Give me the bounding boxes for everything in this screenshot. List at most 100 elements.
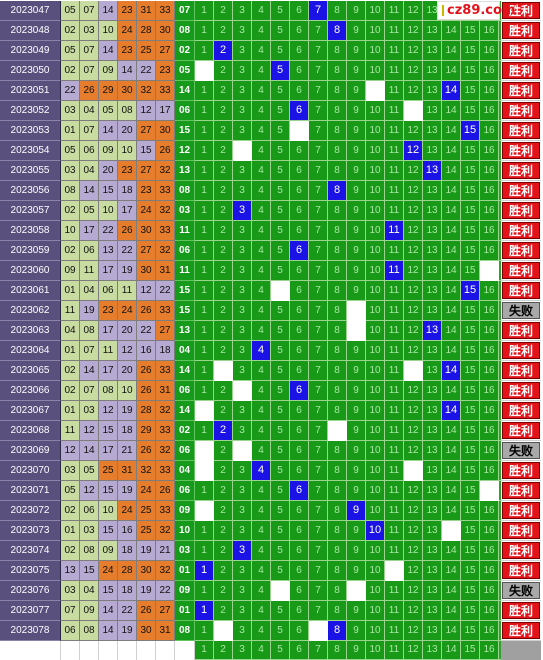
hit-number-cell[interactable]: 6 [290,241,309,261]
result-lose-badge[interactable]: 失败 [501,441,541,461]
hit-number-cell[interactable]: 2 [214,421,233,441]
hit-number-cell[interactable]: 5 [271,61,290,81]
issue-number[interactable]: 2023049 [0,41,61,61]
result-win-badge[interactable]: 胜利 [501,181,541,201]
result-win-badge[interactable]: 胜利 [501,361,541,381]
hit-number-cell[interactable]: 13 [423,161,442,181]
issue-number[interactable]: 2023076 [0,581,61,601]
hit-number-cell[interactable]: 11 [385,221,404,241]
issue-number[interactable]: 2023054 [0,141,61,161]
issue-number[interactable]: 2023067 [0,401,61,421]
site-logo[interactable]: cz89.com [437,1,516,20]
issue-number[interactable]: 2023064 [0,341,61,361]
hit-number-cell[interactable]: 1 [195,601,214,621]
number-cell: 16 [480,121,499,141]
result-win-badge[interactable]: 胜利 [501,161,541,181]
hit-number-cell[interactable]: 8 [328,181,347,201]
hit-number-cell[interactable]: 2 [214,41,233,61]
result-win-badge[interactable]: 胜利 [501,141,541,161]
result-win-badge[interactable]: 胜利 [501,501,541,521]
issue-number[interactable]: 2023048 [0,21,61,41]
result-win-badge[interactable]: 胜利 [501,201,541,221]
result-lose-badge[interactable]: 失败 [501,581,541,601]
issue-number[interactable]: 2023077 [0,601,61,621]
number-cell: 11 [385,41,404,61]
number-cell: 3 [233,421,252,441]
issue-number[interactable]: 2023065 [0,361,61,381]
hit-number-cell[interactable]: 15 [461,281,480,301]
issue-number[interactable]: 2023059 [0,241,61,261]
issue-number[interactable]: 2023058 [0,221,61,241]
hit-number-cell[interactable]: 7 [309,1,328,21]
issue-number[interactable]: 2023078 [0,621,61,641]
result-win-badge[interactable]: 胜利 [501,41,541,61]
hit-number-cell[interactable]: 6 [290,101,309,121]
result-win-badge[interactable]: 胜利 [501,341,541,361]
issue-number[interactable]: 2023061 [0,281,61,301]
result-win-badge[interactable]: 胜利 [501,81,541,101]
issue-number[interactable]: 2023055 [0,161,61,181]
result-win-badge[interactable]: 胜利 [501,481,541,501]
hit-number-cell[interactable]: 8 [328,621,347,641]
hit-number-cell[interactable]: 10 [366,521,385,541]
result-win-badge[interactable]: 胜利 [501,621,541,641]
result-win-badge[interactable]: 胜利 [501,461,541,481]
result-win-badge[interactable]: 胜利 [501,61,541,81]
issue-number[interactable]: 2023056 [0,181,61,201]
red-ball-cell: 09 [99,61,118,81]
issue-number[interactable]: 2023051 [0,81,61,101]
result-lose-badge[interactable]: 失败 [501,301,541,321]
result-win-badge[interactable]: 胜利 [501,1,541,21]
result-win-badge[interactable]: 胜利 [501,541,541,561]
hit-number-cell[interactable]: 14 [442,81,461,101]
issue-number[interactable]: 2023057 [0,201,61,221]
result-win-badge[interactable]: 胜利 [501,521,541,541]
result-win-badge[interactable]: 胜利 [501,561,541,581]
hit-number-cell[interactable]: 3 [233,201,252,221]
issue-number[interactable]: 2023070 [0,461,61,481]
issue-number[interactable]: 2023075 [0,561,61,581]
hit-number-cell[interactable]: 12 [404,141,423,161]
issue-number[interactable]: 2023050 [0,61,61,81]
issue-number[interactable]: 2023071 [0,481,61,501]
hit-number-cell[interactable]: 6 [290,481,309,501]
result-win-badge[interactable]: 胜利 [501,421,541,441]
issue-number[interactable]: 2023060 [0,261,61,281]
number-cell: 15 [461,521,480,541]
result-win-badge[interactable]: 胜利 [501,381,541,401]
result-win-badge[interactable]: 胜利 [501,601,541,621]
result-label: 胜利 [502,402,540,419]
issue-number[interactable]: 2023068 [0,421,61,441]
issue-number[interactable]: 2023066 [0,381,61,401]
result-win-badge[interactable]: 胜利 [501,321,541,341]
hit-number-cell[interactable]: 13 [423,321,442,341]
result-win-badge[interactable]: 胜利 [501,261,541,281]
issue-number[interactable]: 2023062 [0,301,61,321]
issue-number[interactable]: 2023053 [0,121,61,141]
hit-number-cell[interactable]: 6 [290,381,309,401]
issue-number[interactable]: 2023052 [0,101,61,121]
hit-number-cell[interactable]: 8 [328,21,347,41]
hit-number-cell[interactable]: 14 [442,401,461,421]
hit-number-cell[interactable]: 4 [252,341,271,361]
result-win-badge[interactable]: 胜利 [501,401,541,421]
result-win-badge[interactable]: 胜利 [501,281,541,301]
hit-number-cell[interactable]: 9 [347,501,366,521]
issue-number[interactable]: 2023063 [0,321,61,341]
issue-number[interactable]: 2023073 [0,521,61,541]
result-win-badge[interactable]: 胜利 [501,121,541,141]
hit-number-cell[interactable]: 3 [233,541,252,561]
hit-number-cell[interactable]: 11 [385,261,404,281]
result-win-badge[interactable]: 胜利 [501,101,541,121]
result-win-badge[interactable]: 胜利 [501,241,541,261]
hit-number-cell[interactable]: 4 [252,461,271,481]
result-win-badge[interactable]: 胜利 [501,221,541,241]
issue-number[interactable]: 2023074 [0,541,61,561]
issue-number[interactable]: 2023069 [0,441,61,461]
hit-number-cell[interactable]: 14 [442,361,461,381]
hit-number-cell[interactable]: 1 [195,561,214,581]
issue-number[interactable]: 2023047 [0,1,61,21]
result-win-badge[interactable]: 胜利 [501,21,541,41]
hit-number-cell[interactable]: 15 [461,121,480,141]
issue-number[interactable]: 2023072 [0,501,61,521]
